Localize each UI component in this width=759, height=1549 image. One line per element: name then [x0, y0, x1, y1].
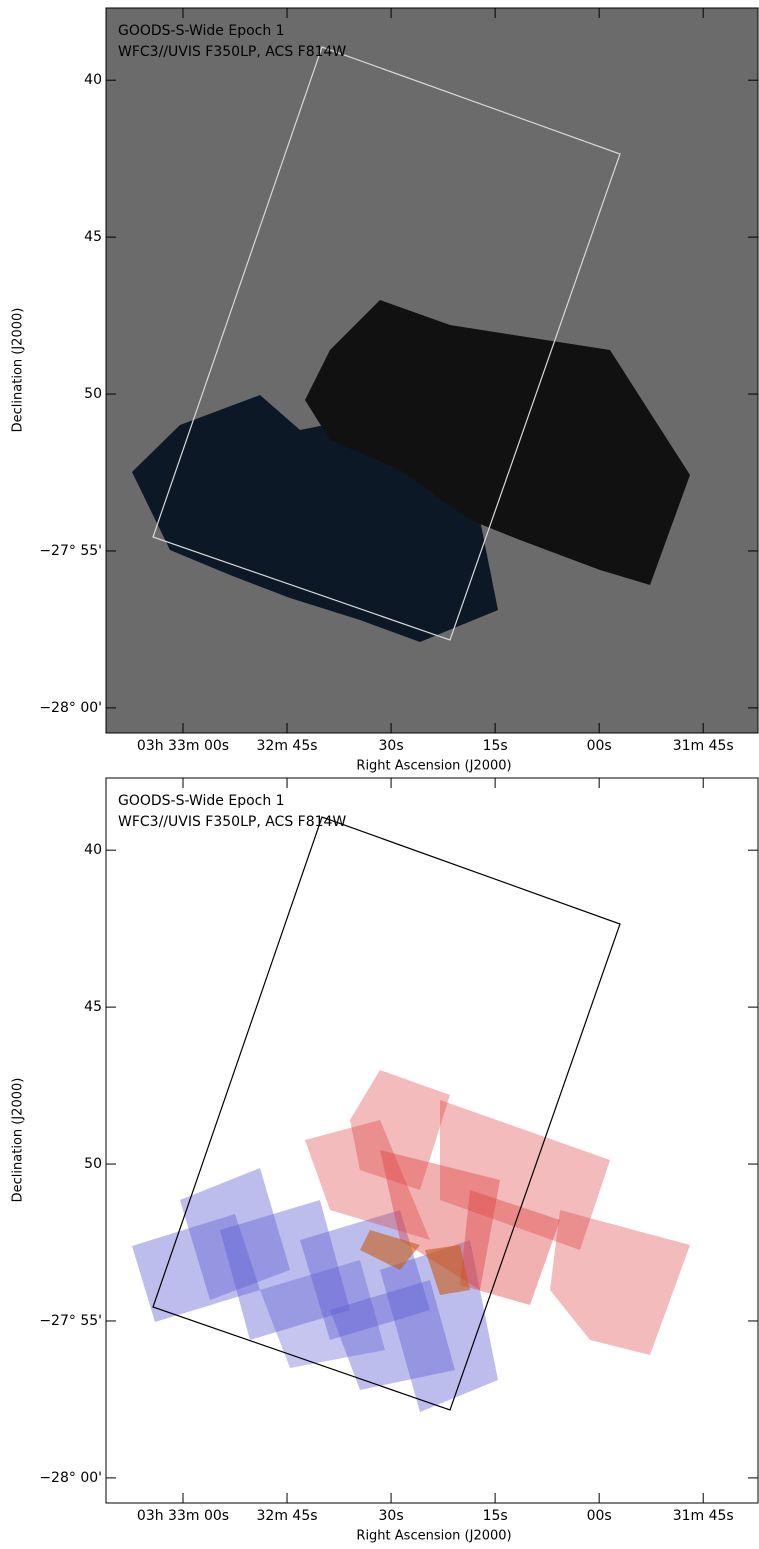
tile — [132, 1214, 260, 1322]
tile — [460, 1190, 560, 1305]
x-tick-label: 30s — [379, 1508, 404, 1524]
chart-title: GOODS-S-Wide Epoch 1 — [118, 793, 285, 809]
tile — [330, 1280, 455, 1390]
plot-background — [106, 778, 758, 1503]
tile — [305, 1120, 430, 1240]
tile — [220, 1200, 350, 1340]
y-tick-label: 50 — [84, 386, 102, 402]
chart-title: GOODS-S-Wide Epoch 1 — [118, 23, 285, 39]
overlap — [425, 1245, 470, 1295]
footprint-tiles — [132, 1070, 690, 1412]
field-outline — [152, 46, 621, 641]
y-axis-label: Declination (J2000) — [11, 1078, 26, 1203]
y-axis-label: Declination (J2000) — [11, 308, 26, 433]
x-tick-label: 00s — [587, 1508, 612, 1524]
y-tick-label: 45 — [84, 999, 102, 1015]
y-tick-label: 40 — [84, 842, 102, 858]
overlap — [360, 1230, 420, 1270]
tile — [260, 1260, 385, 1368]
tile — [380, 1150, 500, 1290]
field-outline — [152, 816, 621, 1411]
x-axis-label: Right Ascension (J2000) — [356, 1529, 511, 1544]
tile — [380, 1240, 498, 1412]
y-tick-label: −27° 55' — [39, 1313, 102, 1329]
y-tick-label: −28° 00' — [39, 1470, 102, 1486]
tile — [180, 1168, 290, 1300]
tile — [350, 1070, 450, 1190]
y-tick-label: −27° 55' — [39, 543, 102, 559]
chart-subtitle: WFC3//UVIS F350LP, ACS F814W — [118, 44, 346, 60]
plot-frame — [105, 777, 759, 1504]
y-tick-label: 40 — [84, 72, 102, 88]
x-tick-label: 32m 45s — [257, 738, 318, 754]
x-tick-label: 15s — [483, 738, 508, 754]
x-tick-label: 00s — [587, 738, 612, 754]
tile — [440, 1100, 610, 1250]
tile — [550, 1210, 690, 1355]
x-tick-label: 32m 45s — [257, 1508, 318, 1524]
acs-mosaic — [305, 300, 690, 585]
y-tick-label: 50 — [84, 1156, 102, 1172]
plot-frame — [105, 7, 759, 734]
y-tick-label: 45 — [84, 229, 102, 245]
x-tick-label: 30s — [379, 738, 404, 754]
chart-subtitle: WFC3//UVIS F350LP, ACS F814W — [118, 814, 346, 830]
y-tick-label: −28° 00' — [39, 700, 102, 716]
x-tick-label: 31m 45s — [673, 738, 734, 754]
mosaic-image — [132, 300, 690, 642]
x-tick-label: 15s — [483, 1508, 508, 1524]
x-tick-label: 03h 33m 00s — [137, 738, 229, 754]
x-tick-label: 03h 33m 00s — [137, 1508, 229, 1524]
x-axis-label: Right Ascension (J2000) — [356, 759, 511, 774]
x-tick-label: 31m 45s — [673, 1508, 734, 1524]
